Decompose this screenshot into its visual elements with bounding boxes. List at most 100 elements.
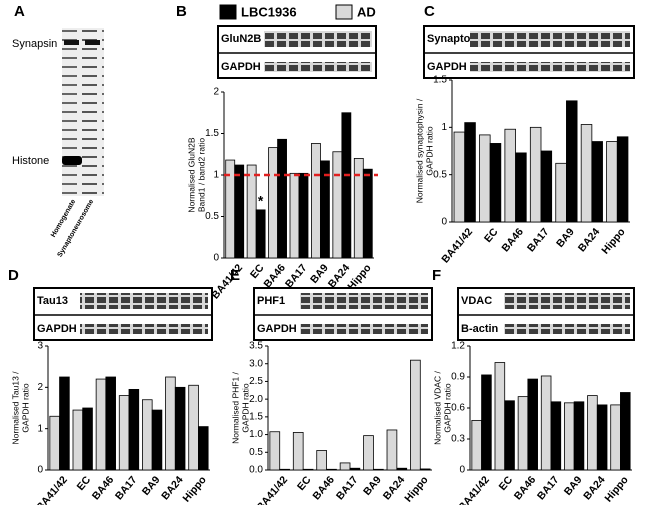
blot-image [504,293,630,309]
bar [489,143,502,223]
y-tick-label: 1 [213,170,219,181]
bar [82,407,93,471]
y-tick-label: 1.5 [433,75,447,86]
y-tick-label: 0.6 [451,403,465,414]
y-tick-label: 0 [37,465,43,476]
bar [72,409,84,471]
blot-image [300,293,428,309]
blot-label: B-actin [461,323,499,335]
y-axis-label: Normalised VDAC / [432,371,442,445]
y-tick-label: 2 [37,382,43,393]
bar [311,143,321,259]
bar [580,124,593,223]
bar [591,141,603,223]
band-label: Histone [12,155,49,167]
bar [174,386,186,471]
y-axis-label: Normalised GluN2B [186,137,196,212]
bar [540,150,553,223]
bar [151,409,163,471]
x-tick-label: EC [497,474,516,493]
bar [105,376,116,471]
bar [606,141,618,223]
bar [550,401,562,471]
bar [596,404,608,471]
y-tick-label: 0 [441,217,447,228]
x-tick-label: BA17 [334,474,361,502]
bar [481,374,492,471]
bar [471,419,482,471]
blot-label: GAPDH [427,61,467,73]
bar [269,431,281,471]
blot-label: VDAC [461,295,492,307]
bar [246,164,257,259]
bar [255,209,266,259]
band-label: Synapsin [12,38,57,50]
bar [419,468,431,471]
bar [587,395,598,471]
x-tick-label: BA17 [113,474,140,502]
bar [517,396,529,471]
band [85,40,100,45]
x-tick-label: EC [295,474,314,493]
x-tick-label: BA46 [90,474,117,502]
x-tick-label: EC [482,226,501,245]
y-tick-label: 2.0 [249,394,263,405]
blot-image [80,324,208,334]
bar [540,375,552,471]
blot-label: GAPDH [37,323,77,335]
x-tick-label: BA41/42 [254,474,290,505]
x-tick-label: BA41/42 [456,474,492,505]
bar [529,126,542,223]
bar [188,384,199,471]
bar [268,147,278,259]
y-axis-label: GAPDH ratio [20,383,30,432]
bar [234,164,245,259]
x-tick-label: BA9 [554,226,577,250]
y-tick-label: 3 [37,341,43,352]
bar [95,378,107,471]
y-axis-label: Normalised PHF1 / [230,371,240,443]
y-tick-label: 0 [213,253,219,264]
x-tick-label: BA17 [283,262,310,290]
blot-image [470,62,630,72]
bar [118,395,130,471]
y-tick-label: 1.0 [249,429,263,440]
band [64,40,79,45]
bar [555,162,567,223]
bar [527,378,538,471]
x-tick-label: BA46 [311,474,338,502]
blot-label: GAPDH [257,323,297,335]
blot-image [300,324,428,334]
x-tick-label: BA41/42 [439,226,475,266]
bar [386,429,398,471]
bar [332,151,343,259]
bar [453,131,466,223]
bar [128,388,140,471]
bar [504,128,516,223]
y-tick-label: 1 [37,423,43,434]
legend-swatch [335,4,353,20]
y-tick-label: 0.5 [205,211,219,222]
bar [289,172,300,259]
legend-label: AD [357,4,376,19]
blot-image [264,62,372,72]
panel-letter: A [14,3,25,20]
y-tick-label: 0.9 [451,372,465,383]
x-tick-label: EC [75,474,94,493]
bar [59,376,70,471]
bar [341,112,352,259]
x-tick-label: BA46 [262,262,289,290]
x-tick-label: BA46 [500,226,527,254]
y-axis-label: Band1 / band2 ratio [196,138,206,212]
bar [362,168,373,259]
panel-letter: F [432,267,441,284]
blot-image [62,28,104,196]
y-tick-label: 1.5 [205,128,219,139]
y-tick-label: 1 [441,122,447,133]
x-tick-label: Hippo [402,474,430,505]
bar [349,467,361,471]
blot-image [80,293,208,309]
blot-image [504,324,630,334]
y-axis-label: GAPDH ratio [240,383,250,432]
blot-label: Synapto [427,33,471,45]
